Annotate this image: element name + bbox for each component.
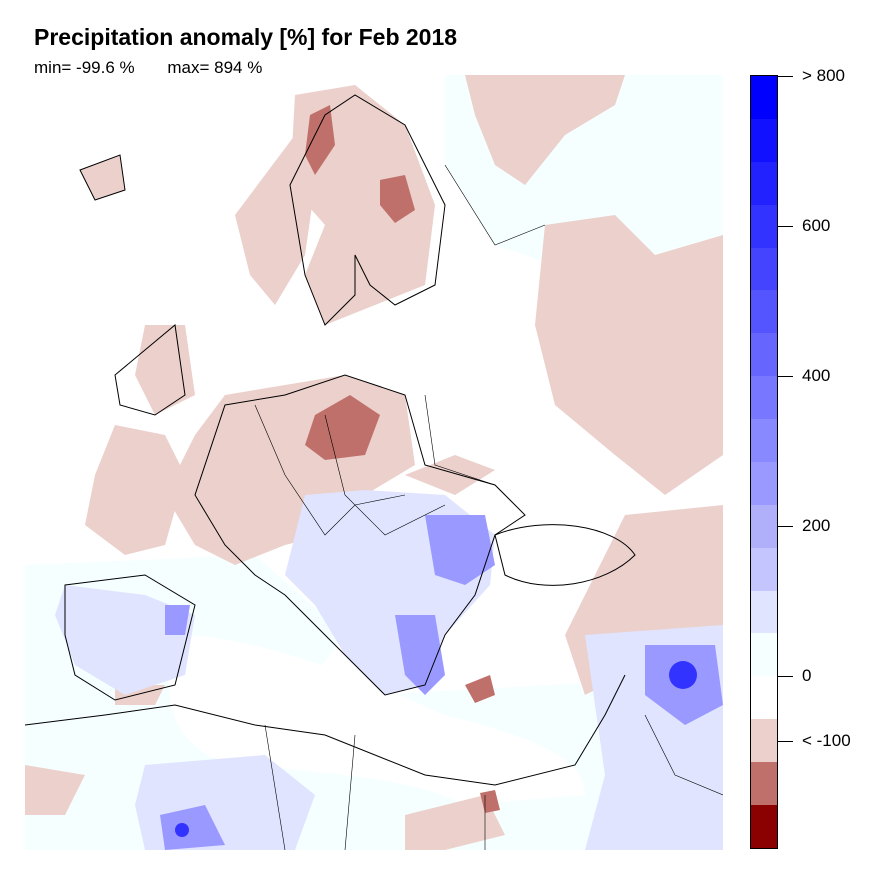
precipitation-anomaly-map (25, 75, 723, 850)
colorbar-tick (778, 226, 793, 228)
colorbar-segment (751, 76, 777, 119)
map-title: Precipitation anomaly [%] for Feb 2018 (34, 24, 458, 50)
colorbar-segment (751, 161, 777, 205)
colorbar-tick (778, 676, 793, 678)
colorbar-tick (778, 526, 793, 528)
wet-anomaly-strong (175, 661, 697, 837)
country-borders (254, 164, 723, 850)
colorbar-tick-label: > 800 (802, 66, 846, 85)
colorbar-segment (751, 762, 777, 805)
colorbar-tick (778, 740, 793, 742)
colorbar-segment (751, 333, 777, 377)
colorbar-tick-label: 200 (802, 516, 831, 536)
colorbar-segment (751, 633, 777, 677)
colorbar-segment (751, 804, 777, 848)
colorbar-segment (751, 719, 777, 762)
colorbar-segment (751, 376, 777, 419)
max-value: max= 894 % (167, 58, 263, 77)
colorbar-segment (751, 547, 777, 591)
coastlines (25, 94, 636, 786)
map-stats: min= -99.6 % max= 894 % (34, 58, 290, 78)
colorbar-tick (778, 376, 793, 378)
colorbar-tick-label: < -100 (802, 730, 851, 750)
colorbar-segment (751, 419, 777, 462)
colorbar-tick-label: 600 (802, 216, 831, 236)
colorbar (750, 75, 778, 849)
colorbar-segment (751, 290, 777, 334)
colorbar-segment (751, 590, 777, 634)
colorbar-segment (751, 461, 777, 505)
min-value: min= -99.6 % (34, 58, 135, 77)
colorbar-segment (751, 204, 777, 248)
colorbar-tick-label: 400 (802, 366, 831, 386)
colorbar-segment (751, 504, 777, 548)
colorbar-tick-label: 0 (802, 666, 812, 686)
colorbar-segment (751, 676, 777, 720)
strong-dry-patches (305, 105, 500, 813)
colorbar-segment (751, 247, 777, 291)
colorbar-tick (778, 76, 793, 77)
colorbar-segment (751, 118, 777, 162)
